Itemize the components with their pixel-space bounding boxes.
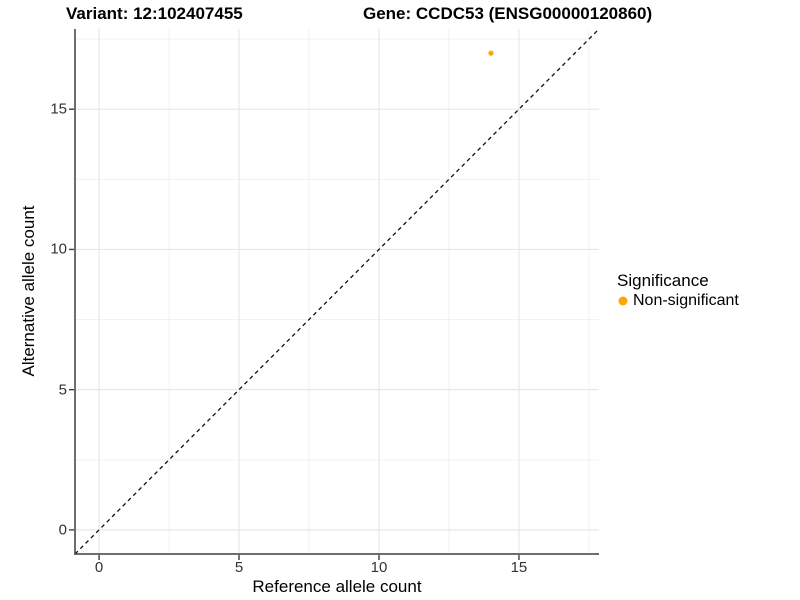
legend-point-icon xyxy=(618,296,627,306)
identity-line xyxy=(74,28,600,555)
x-tick-label-10: 10 xyxy=(370,559,388,576)
x-axis-title: Reference allele count xyxy=(252,577,422,596)
y-tick-label-0: 0 xyxy=(58,521,67,539)
plot-title-gene: Gene: CCDC53 (ENSG00000120860) xyxy=(363,4,653,23)
y-axis-title: Alternative allele count xyxy=(19,205,38,377)
y-tick-label-15: 15 xyxy=(50,100,67,118)
legend-item-label: Non-significant xyxy=(633,292,739,309)
x-tick-label-15: 15 xyxy=(510,559,528,576)
legend-item-non-significant: Non-significant xyxy=(614,292,739,310)
legend-key xyxy=(614,293,631,310)
plot-title-variant: Variant: 12:102407455 xyxy=(66,4,243,23)
x-tick-label-5: 5 xyxy=(234,559,244,576)
legend: Significance Non-significant xyxy=(614,271,739,310)
x-tick-label-0: 0 xyxy=(94,559,104,576)
y-tick-label-10: 10 xyxy=(50,240,67,258)
y-tick-label-5: 5 xyxy=(58,381,67,399)
data-point xyxy=(488,50,494,56)
legend-title: Significance xyxy=(617,271,709,290)
